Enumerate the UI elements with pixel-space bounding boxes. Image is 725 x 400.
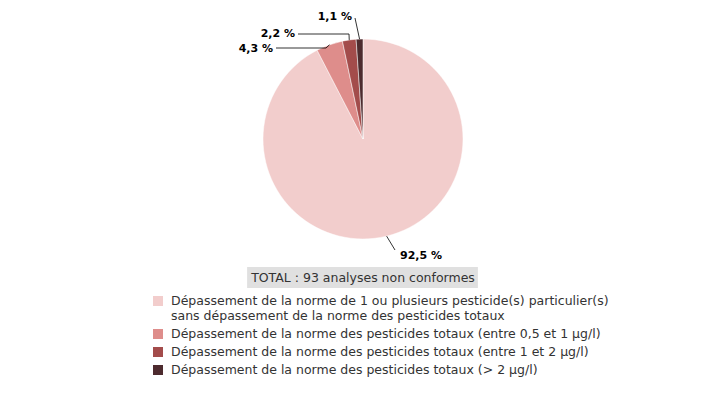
data-label: 92,5 % bbox=[400, 249, 442, 262]
legend-swatch bbox=[153, 329, 163, 339]
leader-line bbox=[387, 236, 395, 250]
legend-label: Dépassement de la norme de 1 ou plusieur… bbox=[171, 293, 609, 323]
leader-line bbox=[298, 34, 349, 40]
data-label: 1,1 % bbox=[318, 10, 352, 23]
legend-swatch bbox=[153, 347, 163, 357]
data-label: 2,2 % bbox=[261, 27, 295, 40]
annotation: TOTAL : 93 analyses non conformes bbox=[247, 267, 478, 288]
legend-label: Dépassement de la norme des pesticides t… bbox=[171, 362, 538, 377]
legend-label: Dépassement de la norme des pesticides t… bbox=[171, 344, 589, 359]
annotation-text: TOTAL : 93 analyses non conformes bbox=[250, 270, 475, 285]
leader-line bbox=[276, 45, 329, 48]
legend-swatch bbox=[153, 296, 163, 306]
leader-line bbox=[355, 18, 360, 39]
pie: 92,5 % 4,3 % 2,2 % 1,1 % bbox=[239, 10, 463, 262]
pie-slice bbox=[356, 39, 363, 139]
data-label: 4,3 % bbox=[239, 42, 273, 55]
chart: 92,5 % 4,3 % 2,2 % 1,1 % TOTAL : 93 analyses… bbox=[0, 0, 725, 400]
legend: Dépassement de la norme de 1 ou plusieur… bbox=[153, 293, 609, 377]
pie-slice bbox=[342, 39, 363, 139]
pie-slice bbox=[263, 39, 463, 239]
legend-label: Dépassement de la norme des pesticides t… bbox=[171, 326, 601, 341]
annotation-box bbox=[247, 267, 478, 288]
legend-swatch bbox=[153, 365, 163, 375]
